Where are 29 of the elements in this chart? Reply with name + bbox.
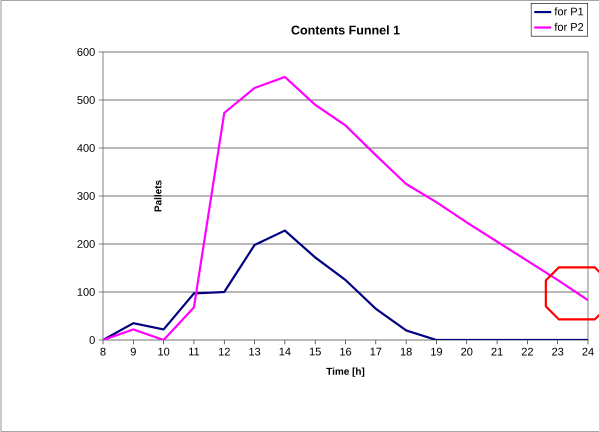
- y-tick-label: 400: [77, 144, 95, 152]
- x-tick-label: 10: [158, 348, 170, 356]
- y-tick-label: 100: [78, 288, 95, 296]
- y-tick-label: 500: [77, 96, 95, 104]
- x-tick-label: 8: [100, 348, 106, 356]
- x-tick-label: 12: [218, 348, 230, 356]
- x-tick-label: 20: [461, 348, 472, 356]
- x-tick-label: 9: [130, 348, 136, 356]
- x-tick-label: 11: [189, 348, 200, 356]
- x-tick-label: 19: [431, 348, 442, 356]
- x-tick-label: 18: [400, 348, 412, 356]
- legend-label: for P1: [554, 7, 584, 16]
- x-tick-label: 23: [552, 348, 564, 356]
- x-tick-label: 13: [249, 348, 260, 356]
- x-tick-label: 22: [522, 348, 533, 356]
- x-tick-label: 15: [310, 348, 321, 356]
- y-tick-label: 600: [77, 48, 95, 56]
- chart-title: Contents Funnel 1: [292, 25, 400, 35]
- y-axis-title: Pallets: [154, 180, 162, 212]
- x-tick-label: 24: [582, 348, 594, 356]
- x-tick-label: 14: [280, 348, 291, 356]
- y-tick-label: 300: [77, 192, 95, 200]
- x-tick-label: 16: [340, 348, 352, 356]
- x-tick-label: 17: [370, 348, 382, 356]
- legend-label: for P2: [554, 22, 584, 31]
- x-axis-title: Time [h]: [326, 368, 364, 377]
- y-tick-label: 200: [77, 240, 95, 248]
- y-tick-label: 0: [90, 336, 95, 344]
- x-tick-label: 21: [491, 348, 503, 356]
